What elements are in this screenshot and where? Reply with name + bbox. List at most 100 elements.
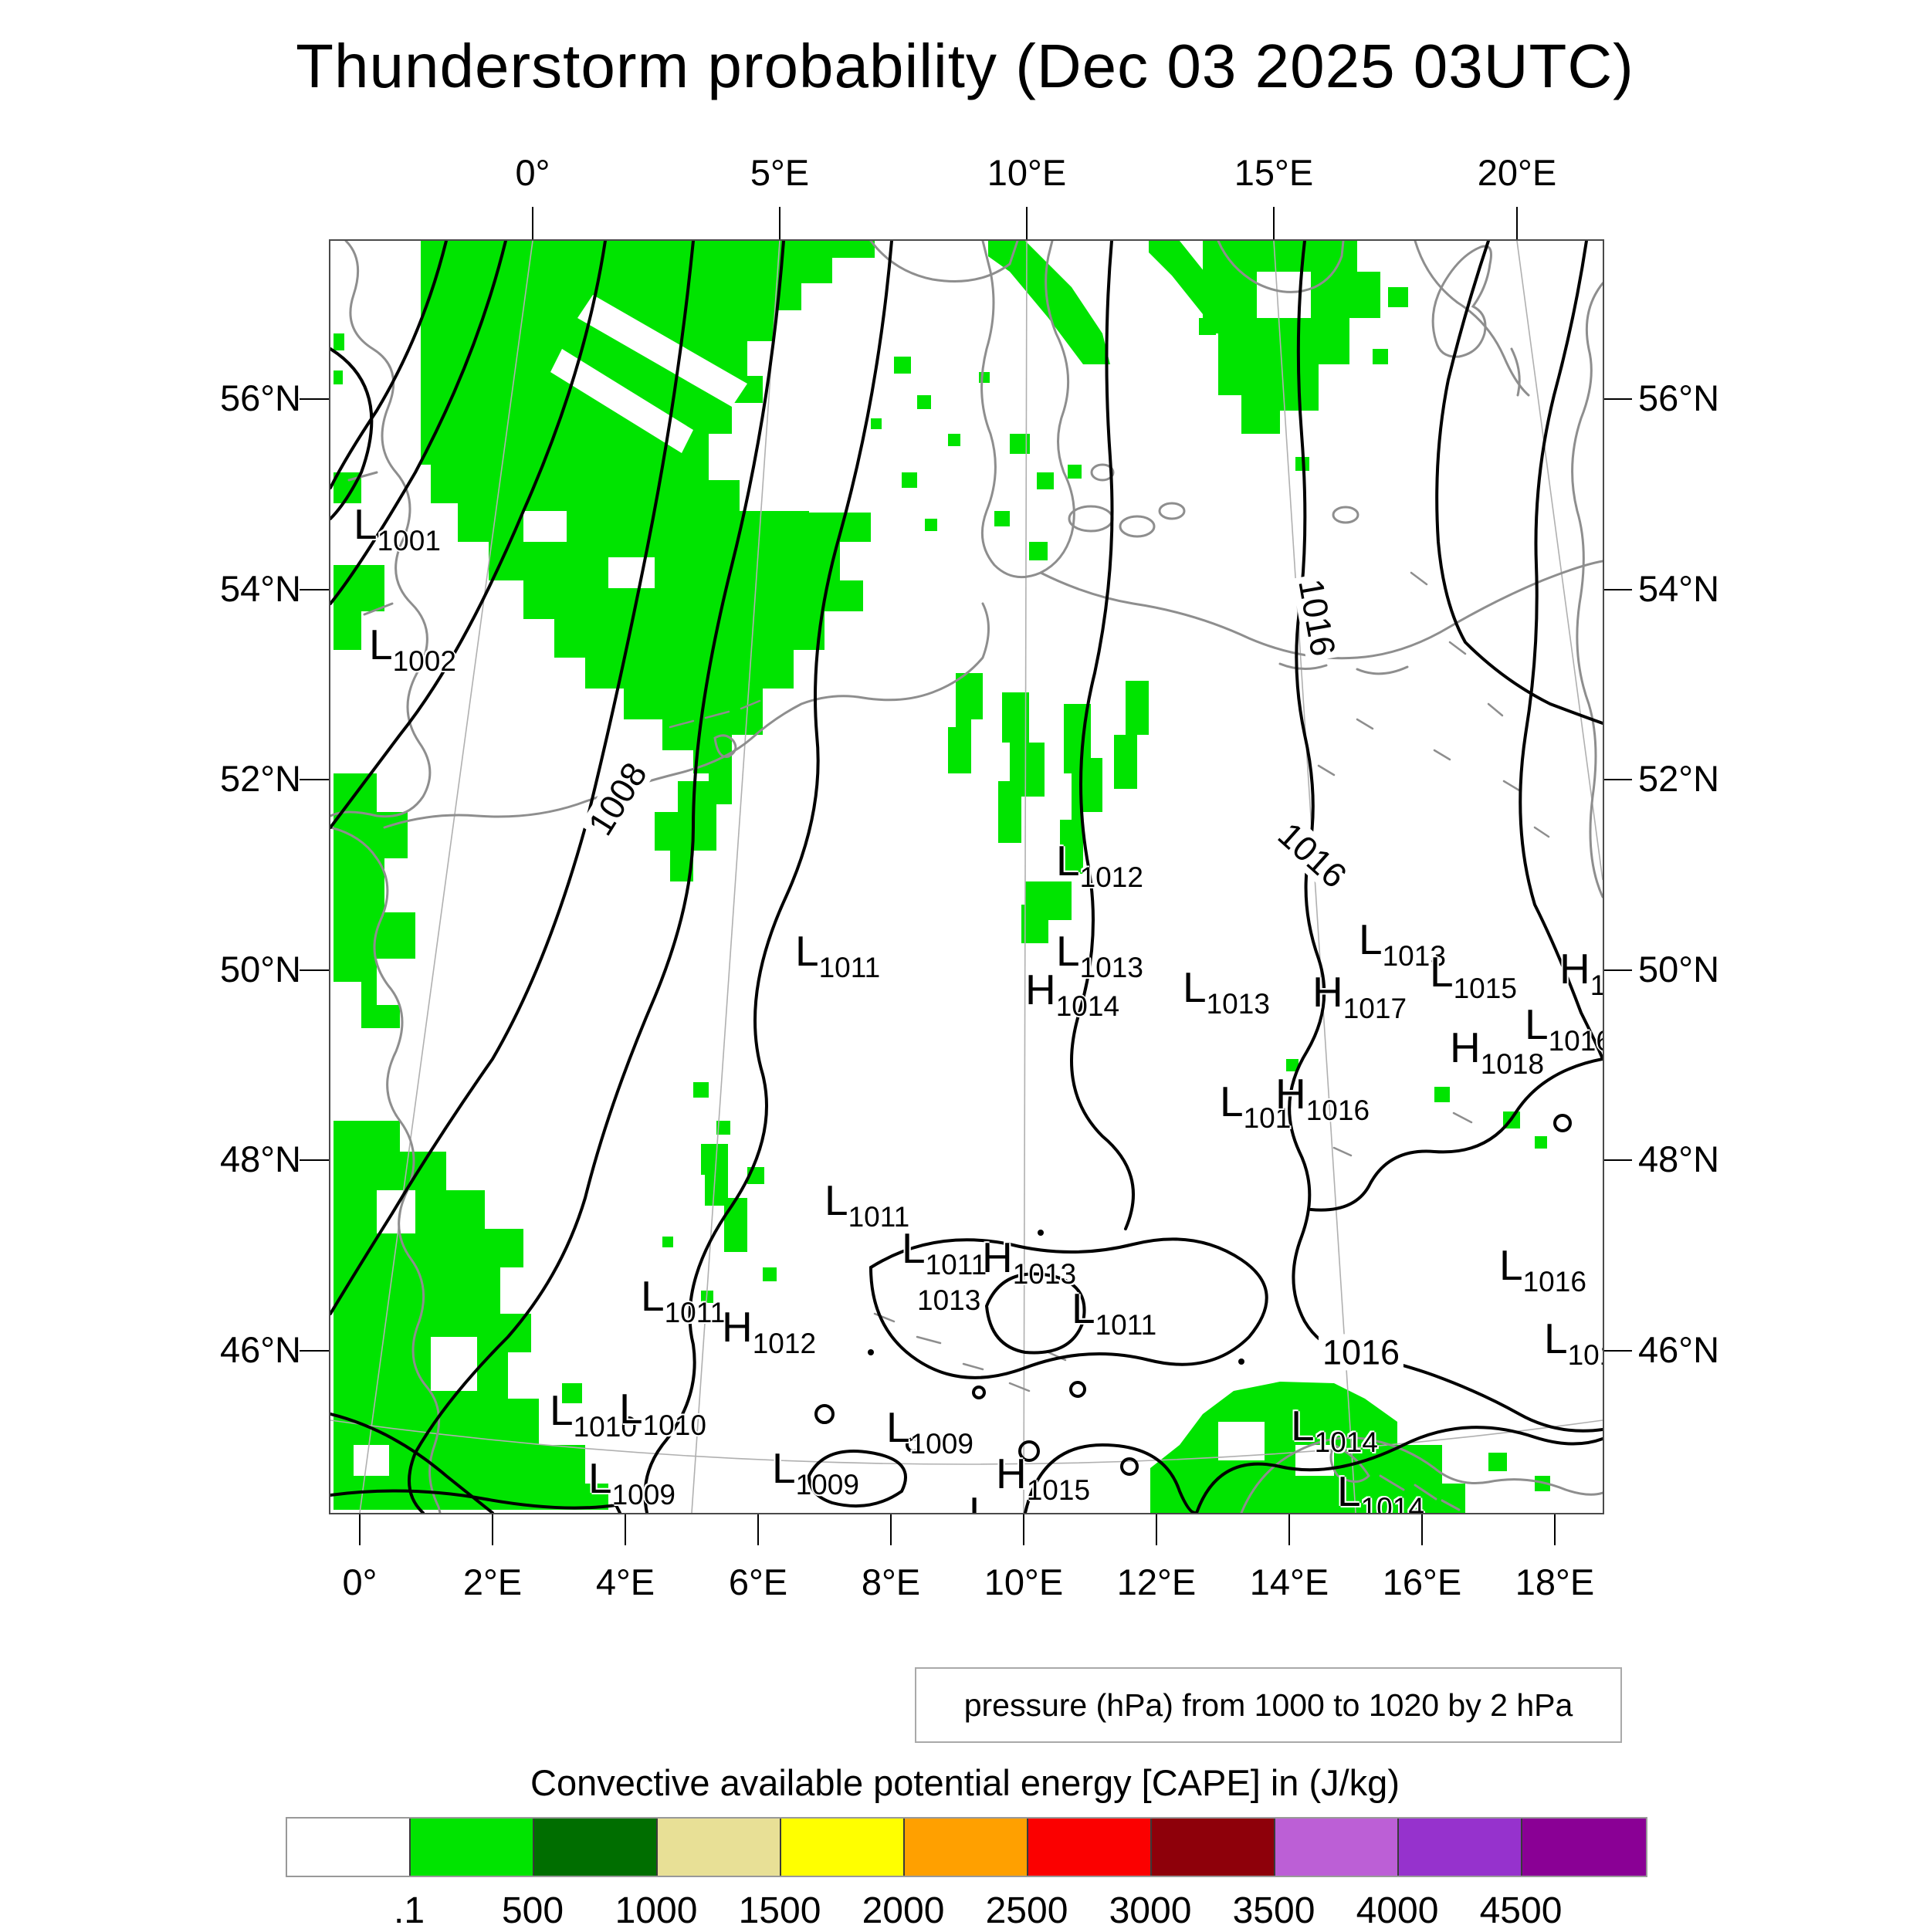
pressure-label-H1017: H1017 xyxy=(1312,968,1407,1024)
pressure-letter: L xyxy=(354,500,378,548)
coast-baltic-south xyxy=(1039,560,1603,660)
top-axis-label: 10°E xyxy=(987,152,1067,193)
pressure-letter: L xyxy=(369,621,393,668)
pressure-label-H1013: H1013 xyxy=(982,1237,1076,1289)
isobar-1014 xyxy=(1070,241,1135,1230)
cape-white-holes xyxy=(354,272,1334,1476)
pressure-label-H1016: H1016 xyxy=(1275,1073,1370,1125)
left-tick-54°N xyxy=(300,589,329,590)
pressure-value: 1013 xyxy=(1012,1258,1077,1290)
bottom-tick-10°E xyxy=(1023,1514,1024,1545)
pressure-letter: H xyxy=(996,1450,1027,1497)
pressure-label-L1016: L1016 xyxy=(1525,1000,1603,1056)
pressure-label-L1014: L1014 xyxy=(1291,1405,1378,1457)
coastline-layer xyxy=(330,241,1603,1513)
pressure-letter: L xyxy=(1544,1315,1568,1362)
bottom-tick-12°E xyxy=(1156,1514,1157,1545)
cape-region-channel-a xyxy=(334,472,361,503)
right-axis-label: 46°N xyxy=(1638,1329,1720,1370)
pressure-value: 1009 xyxy=(909,1428,973,1460)
pressure-label-L1002: L1002 xyxy=(369,621,456,676)
right-tick-56°N xyxy=(1603,398,1632,400)
bottom-axis-label: 6°E xyxy=(728,1562,788,1602)
pressure-value: 1011 xyxy=(1095,1309,1157,1341)
contour-label-1016: 1016 xyxy=(1291,572,1343,663)
isobar-1010 xyxy=(408,241,785,1513)
pressure-letter: L xyxy=(1525,1000,1549,1048)
bottom-tick-16°E xyxy=(1421,1514,1423,1545)
pressure-letter: H xyxy=(1312,968,1343,1016)
isobar-layer xyxy=(330,241,1603,1513)
top-tick-0° xyxy=(532,207,533,239)
coast-sweden-south xyxy=(1217,241,1345,293)
isobar-alps-loop-1 xyxy=(868,1237,1268,1379)
bottom-axis-label: 12°E xyxy=(1116,1562,1197,1602)
weather-map-svg xyxy=(330,241,1603,1513)
cape-topstreak-1 xyxy=(988,241,1110,364)
pressure-value: 1017 xyxy=(1343,993,1407,1024)
cape-region-baltic-west xyxy=(1203,241,1380,434)
left-tick-48°N xyxy=(300,1159,329,1161)
bottom-axis-label: 16°E xyxy=(1382,1562,1462,1602)
bottom-axis-label: 8°E xyxy=(861,1562,921,1602)
isobar-1016-south xyxy=(1195,1426,1603,1513)
pressure-label-L1013: L1013 xyxy=(1183,966,1270,1019)
coast-britain xyxy=(330,241,432,818)
isobar-fan-2 xyxy=(330,241,607,829)
bottom-axis-label: 18°E xyxy=(1515,1562,1595,1602)
colorbar-cell-6 xyxy=(1028,1819,1152,1876)
pressure-letter: L xyxy=(1430,948,1454,996)
pressure-letter: L xyxy=(795,927,819,975)
map-frame: L1001 L1002 L1012 L1011 L1013 H1014 L1013 L1013… xyxy=(329,239,1604,1514)
colorbar-cell-2 xyxy=(534,1819,658,1876)
isobar-west-1 xyxy=(330,347,374,520)
pressure-label-L1013: L1013 xyxy=(1359,919,1446,971)
right-axis-label: 52°N xyxy=(1638,758,1720,799)
left-axis-label: 50°N xyxy=(219,949,301,990)
top-tick-15°E xyxy=(1273,207,1275,239)
colorbar-tick-label: 500 xyxy=(501,1890,564,1931)
isobar-1016-east xyxy=(1288,241,1603,1433)
pressure-value: 1016 xyxy=(1305,1095,1370,1126)
left-axis-label: 46°N xyxy=(219,1329,301,1370)
pressure-letter: L xyxy=(1056,837,1080,885)
coast-small-marks xyxy=(669,571,1550,1392)
isobar-ne-1 xyxy=(1435,241,1603,725)
page-title: Thunderstorm probability (Dec 03 2025 03… xyxy=(296,32,1634,100)
pressure-value: 1013 xyxy=(1079,952,1143,983)
right-tick-54°N xyxy=(1603,589,1632,590)
pressure-value: 1014 xyxy=(1055,990,1120,1022)
top-axis-label: 0° xyxy=(515,152,550,193)
pressure-value: 1011 xyxy=(818,952,881,983)
pressure-letter: L xyxy=(886,1403,910,1451)
pressure-value: 1011 xyxy=(925,1249,987,1281)
colorbar-tick-label: 1000 xyxy=(615,1890,698,1931)
pressure-value: 1001 xyxy=(377,525,441,557)
colorbar-cell-3 xyxy=(658,1819,781,1876)
pressure-value: 1013 xyxy=(1382,940,1446,972)
pressure-letter: L xyxy=(1359,915,1383,963)
colorbar-cell-7 xyxy=(1152,1819,1275,1876)
pressure-value: 1018 xyxy=(1480,1048,1545,1080)
left-axis-label: 54°N xyxy=(219,568,301,609)
bottom-axis-label: 4°E xyxy=(595,1562,655,1602)
right-axis-label: 48°N xyxy=(1638,1139,1720,1179)
right-axis-label: 56°N xyxy=(1638,377,1720,418)
top-tick-20°E xyxy=(1516,207,1518,239)
coast-baltic-east xyxy=(1571,282,1603,898)
bottom-axis-label: 2°E xyxy=(462,1562,523,1602)
pressure-letter: L xyxy=(902,1224,926,1272)
meridian-0e xyxy=(359,241,533,1513)
contour-label-1008: 1008 xyxy=(579,753,656,845)
cape-blob-germany xyxy=(1021,881,1072,943)
pressure-label-H1018: H1018 xyxy=(1450,1027,1544,1079)
bottom-tick-2°E xyxy=(492,1514,493,1545)
cape-region-adriatic-e xyxy=(1397,1445,1465,1513)
colorbar-cell-4 xyxy=(781,1819,905,1876)
pressure-caption-box: pressure (hPa) from 1000 to 1020 by 2 hP… xyxy=(915,1667,1622,1743)
pressure-letter: L xyxy=(1220,1078,1244,1125)
bottom-tick-8°E xyxy=(890,1514,892,1545)
meridian-5e xyxy=(691,241,780,1513)
left-axis-label: 52°N xyxy=(219,758,301,799)
coast-france-west xyxy=(330,826,442,1513)
